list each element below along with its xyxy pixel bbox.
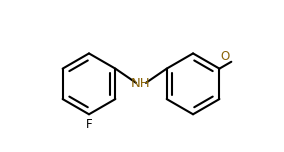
Text: NH: NH xyxy=(131,77,151,90)
Text: O: O xyxy=(221,50,230,63)
Text: F: F xyxy=(86,118,92,131)
